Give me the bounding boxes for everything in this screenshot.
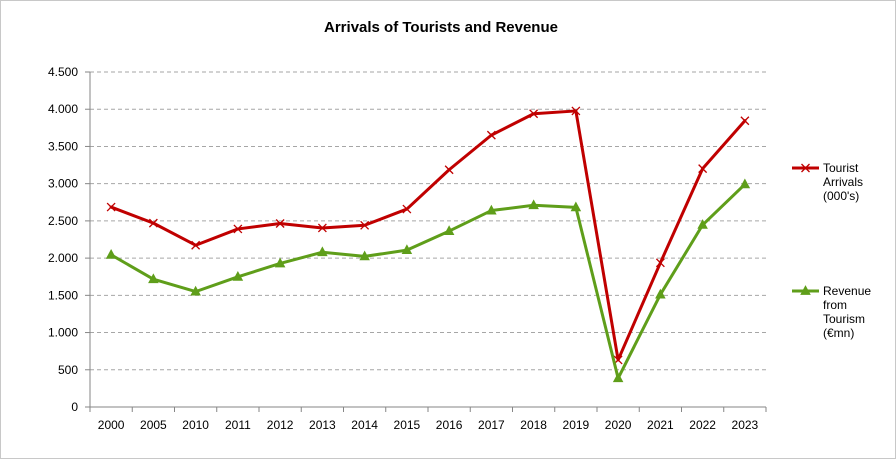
chart-title: Arrivals of Tourists and Revenue (324, 19, 558, 36)
y-tick-label: 3.500 (48, 139, 78, 153)
data-point-tourism-revenue (655, 288, 666, 299)
x-tick-label: 2018 (520, 418, 547, 432)
legend-label-tourism-revenue: (€mn) (823, 326, 854, 340)
data-point-tourist-arrivals (444, 165, 454, 175)
series-tourism-revenue (105, 178, 751, 383)
data-point-tourist-arrivals (529, 109, 539, 119)
data-point-tourism-revenue (443, 225, 455, 235)
legend-label-tourism-revenue: from (823, 298, 847, 312)
series-line-tourist-arrivals (109, 109, 747, 362)
y-tick-label: 2.000 (48, 251, 78, 265)
data-point-tourism-revenue (148, 273, 159, 284)
data-point-tourist-arrivals (148, 218, 158, 228)
y-tick-label: 1.000 (48, 326, 78, 340)
data-point-tourist-arrivals (698, 164, 708, 174)
series-lines (105, 106, 751, 383)
data-point-tourism-revenue (528, 199, 539, 210)
x-tick-label: 2011 (225, 418, 251, 432)
x-tick-label: 2010 (182, 418, 209, 432)
data-point-tourism-revenue (486, 204, 497, 215)
y-tick-label: 2.500 (48, 214, 78, 228)
data-point-tourism-revenue (739, 178, 751, 189)
data-point-tourist-arrivals (360, 220, 370, 230)
data-point-tourism-revenue (274, 257, 286, 268)
data-point-tourist-arrivals (486, 130, 496, 140)
data-point-tourist-arrivals (655, 258, 665, 268)
legend-marker-tourist-arrivals (801, 163, 810, 173)
legend-label-tourist-arrivals: (000's) (823, 189, 859, 203)
series-line-tourism-revenue (109, 182, 747, 380)
legend-label-tourism-revenue: Revenue (823, 284, 871, 298)
legend-label-tourist-arrivals: Tourist (823, 161, 859, 175)
data-point-tourist-arrivals (275, 219, 285, 228)
legend-marker-tourism-revenue (800, 285, 811, 295)
data-point-tourism-revenue (232, 270, 244, 281)
series-tourist-arrivals (106, 106, 750, 365)
x-tick-label: 2022 (689, 418, 716, 432)
data-point-tourism-revenue (359, 250, 370, 261)
data-point-tourist-arrivals (191, 240, 201, 250)
y-tick-label: 4.000 (48, 102, 78, 116)
x-tick-label: 2016 (436, 418, 463, 432)
gridlines (90, 71, 766, 371)
data-point-tourist-arrivals (233, 224, 243, 234)
axes: 0 500 1.000 1.500 2.000 2.500 3.000 3.500 4.000 4… (48, 65, 767, 432)
data-point-tourist-arrivals (571, 106, 581, 116)
data-point-tourist-arrivals (740, 116, 750, 126)
x-tick-label: 2014 (351, 418, 378, 432)
x-tick-label: 2013 (309, 418, 336, 432)
data-point-tourism-revenue (570, 201, 582, 212)
legend-label-tourism-revenue: Tourism (823, 312, 865, 326)
data-point-tourist-arrivals (402, 204, 412, 214)
y-tick-label: 1.500 (48, 288, 78, 302)
data-point-tourism-revenue (105, 248, 117, 259)
data-point-tourism-revenue (401, 244, 413, 255)
x-tick-label: 2020 (605, 418, 632, 432)
y-tick-label: 3.000 (48, 177, 78, 191)
data-point-tourism-revenue (317, 246, 328, 257)
x-tick-label: 2023 (732, 418, 759, 432)
x-tick-label: 2000 (98, 418, 125, 432)
data-point-tourism-revenue (612, 372, 624, 383)
y-tick-label: 0 (71, 400, 78, 414)
y-tick-label: 4.500 (48, 65, 78, 79)
legend-label-tourist-arrivals: Arrivals (823, 175, 863, 189)
data-point-tourist-arrivals (106, 202, 116, 212)
x-tick-label: 2012 (267, 418, 294, 432)
x-tick-label: 2021 (647, 418, 674, 432)
x-tick-label: 2017 (478, 418, 505, 432)
x-tick-label: 2019 (563, 418, 590, 432)
y-tick-label: 500 (58, 363, 78, 377)
data-point-tourism-revenue (697, 219, 708, 229)
data-point-tourist-arrivals (317, 223, 327, 233)
data-point-tourism-revenue (190, 285, 201, 296)
x-tick-label: 2005 (140, 418, 167, 432)
x-tick-label: 2015 (394, 418, 421, 432)
